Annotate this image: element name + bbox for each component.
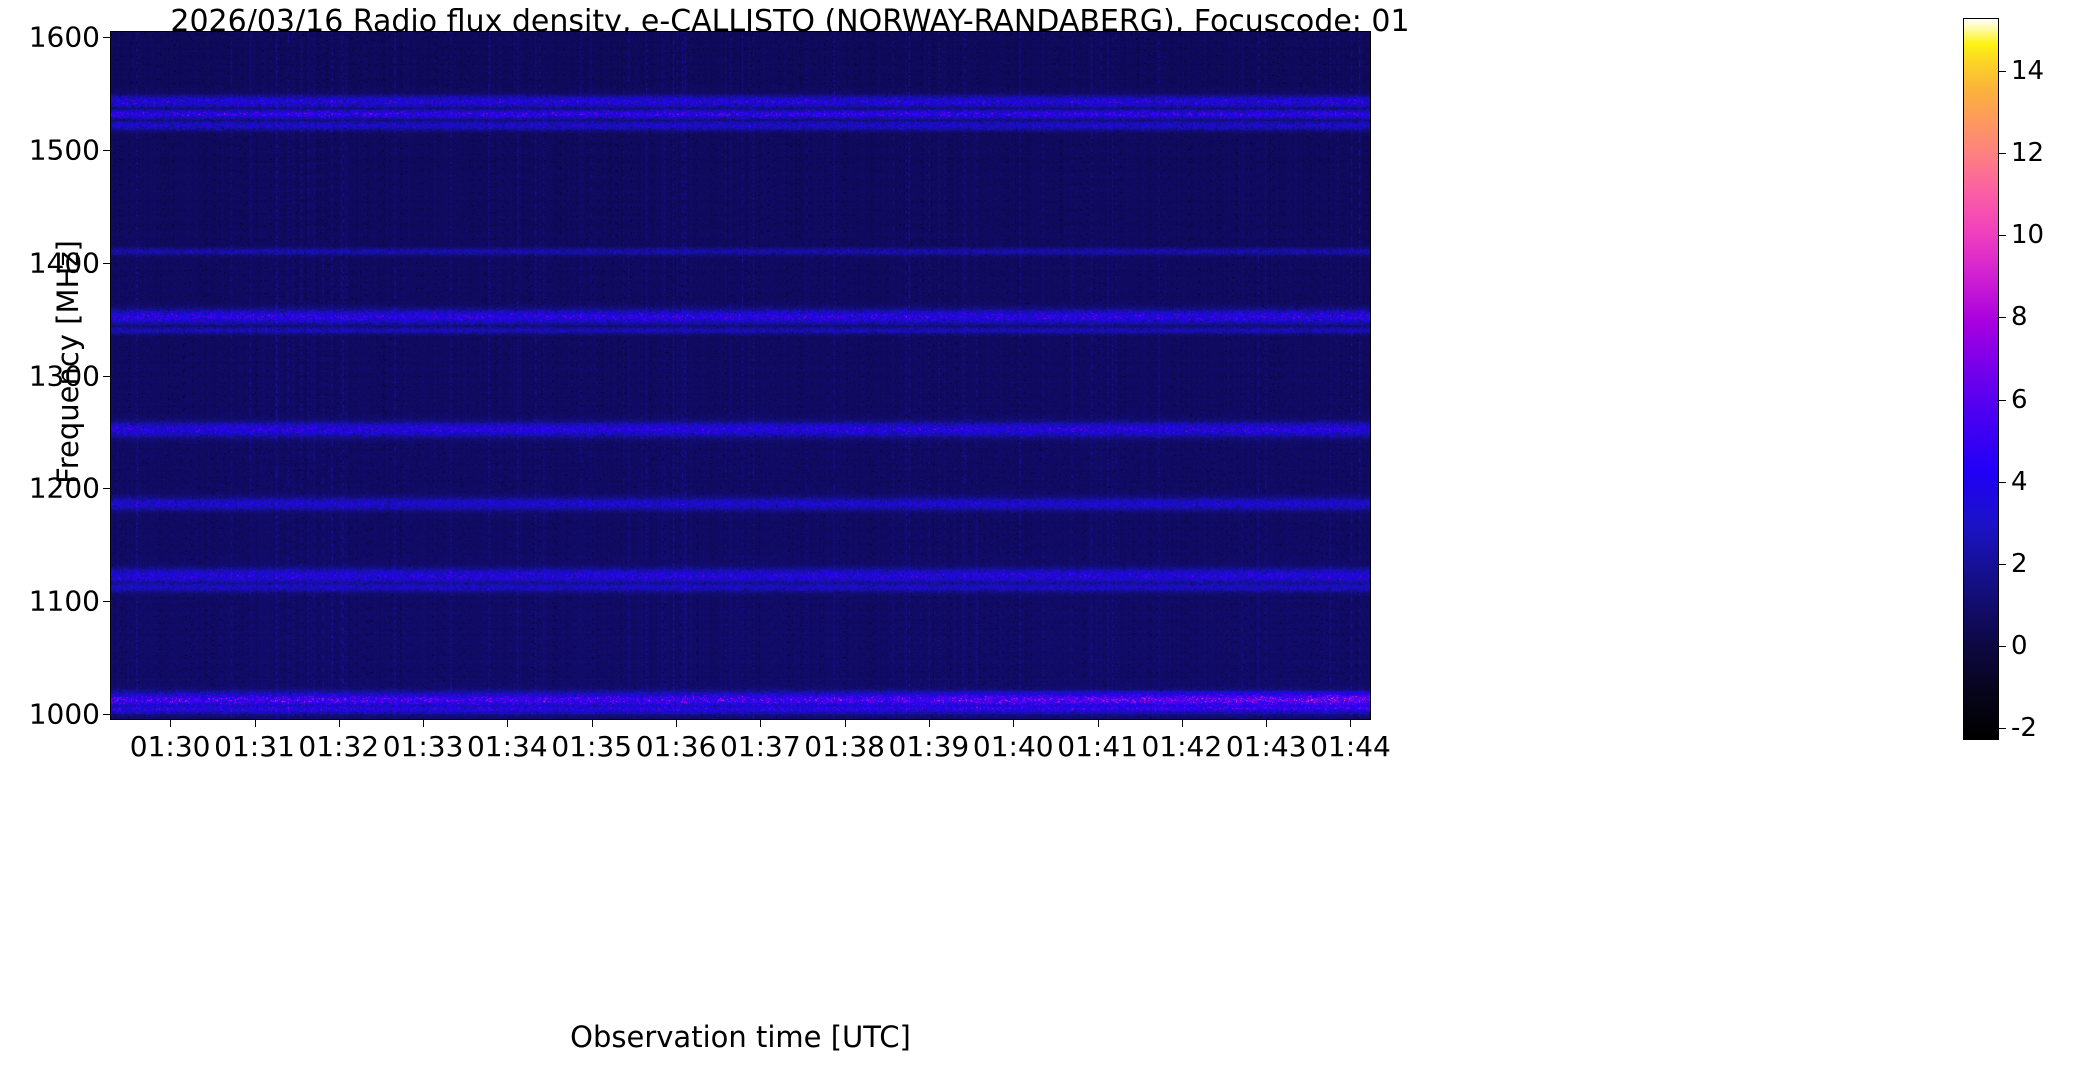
- colorbar-tick-label: 4: [2011, 466, 2028, 497]
- colorbar-tick-mark: [1999, 563, 2006, 565]
- y-axis-label: Frequency [MHz]: [51, 240, 85, 484]
- colorbar-tick-label: 6: [2011, 384, 2028, 415]
- x-tick-label: 01:42: [1141, 730, 1223, 763]
- x-tick-label: 01:37: [719, 730, 801, 763]
- x-tick-label: 01:34: [466, 730, 548, 763]
- x-tick-label: 01:44: [1310, 730, 1391, 763]
- x-tick-label: 01:33: [382, 730, 464, 763]
- y-tick-mark: [103, 488, 110, 490]
- x-tick-label: 01:30: [129, 730, 211, 763]
- x-tick-mark: [423, 720, 425, 727]
- colorbar: [1963, 18, 1999, 740]
- x-tick-label: 01:32: [298, 730, 380, 763]
- x-tick-mark: [254, 720, 256, 727]
- x-tick-mark: [507, 720, 509, 727]
- x-tick-mark: [170, 720, 172, 727]
- colorbar-tick-mark: [1999, 71, 2006, 73]
- colorbar-tick-label: 2: [2011, 548, 2028, 579]
- x-tick-mark: [338, 720, 340, 727]
- x-tick-label: 01:39: [888, 730, 970, 763]
- spectrogram-image: [111, 32, 1370, 719]
- colorbar-tick-mark: [1999, 399, 2006, 401]
- x-tick-mark: [1181, 720, 1183, 727]
- y-tick-label: 1300: [28, 359, 100, 392]
- x-tick-label: 01:31: [214, 730, 295, 763]
- y-tick-label: 1200: [28, 471, 100, 505]
- colorbar-tick-label: 14: [2011, 56, 2045, 87]
- colorbar-tick-label: -2: [2011, 712, 2037, 743]
- x-tick-mark: [591, 720, 593, 727]
- colorbar-tick-mark: [1999, 153, 2006, 155]
- colorbar-tick-mark: [1999, 235, 2006, 237]
- y-tick-mark: [103, 375, 110, 377]
- y-tick-label: 1500: [28, 133, 100, 167]
- x-tick-label: 01:38: [804, 730, 886, 763]
- colorbar-tick-label: 10: [2011, 220, 2045, 251]
- colorbar-tick-label: 8: [2011, 302, 2028, 333]
- y-tick-mark: [103, 149, 110, 151]
- x-tick-label: 01:36: [635, 730, 717, 763]
- y-tick-mark: [103, 601, 110, 603]
- y-tick-label: 1100: [28, 584, 100, 618]
- x-tick-label: 01:41: [1057, 730, 1138, 763]
- x-tick-mark: [928, 720, 930, 727]
- x-tick-label: 01:43: [1225, 730, 1307, 763]
- x-tick-mark: [1350, 720, 1352, 727]
- y-tick-label: 1600: [28, 20, 100, 54]
- colorbar-tick-mark: [1999, 645, 2006, 647]
- y-tick-mark: [103, 714, 110, 716]
- y-tick-label: 1400: [28, 246, 100, 280]
- x-axis-label: Observation time [UTC]: [570, 1020, 911, 1054]
- y-tick-mark: [103, 36, 110, 38]
- colorbar-gradient: [1964, 19, 1998, 739]
- y-tick-label: 1000: [28, 697, 100, 731]
- x-tick-mark: [1097, 720, 1099, 727]
- x-tick-mark: [1266, 720, 1268, 727]
- x-tick-mark: [760, 720, 762, 727]
- spectrogram-plot-area: [110, 31, 1371, 720]
- x-tick-mark: [844, 720, 846, 727]
- colorbar-tick-mark: [1999, 727, 2006, 729]
- x-tick-mark: [676, 720, 678, 727]
- colorbar-tick-mark: [1999, 317, 2006, 319]
- x-tick-label: 01:40: [972, 730, 1054, 763]
- x-tick-mark: [1013, 720, 1015, 727]
- x-tick-label: 01:35: [551, 730, 633, 763]
- colorbar-tick-mark: [1999, 481, 2006, 483]
- colorbar-tick-label: 12: [2011, 138, 2045, 169]
- y-tick-mark: [103, 262, 110, 264]
- colorbar-tick-label: 0: [2011, 630, 2028, 661]
